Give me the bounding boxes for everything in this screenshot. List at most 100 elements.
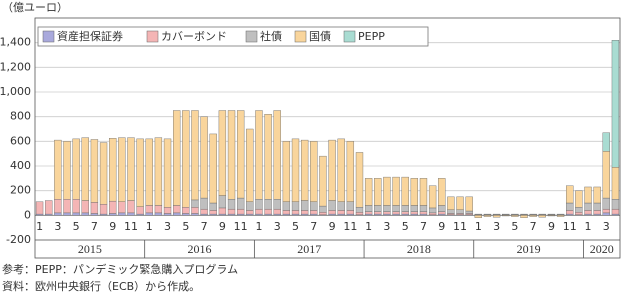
bar-segment xyxy=(63,199,71,214)
bar-segment xyxy=(410,211,419,215)
bar-segment xyxy=(374,205,382,212)
bar-segment xyxy=(593,186,601,204)
bar-segment xyxy=(310,210,318,215)
bar-segment xyxy=(410,178,419,206)
bar-segment xyxy=(456,209,464,214)
year-label: 2018 xyxy=(407,242,431,256)
bar-segment xyxy=(127,137,135,201)
y-tick-label: 1,200 xyxy=(0,60,31,73)
bar-segment xyxy=(593,210,601,215)
x-tick-label: 5 xyxy=(511,220,518,233)
year-label: 2016 xyxy=(188,242,212,256)
bar-segment xyxy=(483,213,492,215)
bar-segment xyxy=(300,139,309,201)
bar-segment xyxy=(118,201,126,214)
bar-segment xyxy=(236,208,245,215)
y-tick-label: 400 xyxy=(10,159,31,172)
year-label: 2019 xyxy=(517,242,541,256)
bar-segment xyxy=(72,199,80,214)
x-tick-label: 9 xyxy=(329,220,336,233)
y-tick-label: 1,400 xyxy=(0,36,31,49)
bar-segment xyxy=(611,40,620,168)
legend-swatch xyxy=(294,30,307,43)
bar-segment xyxy=(511,215,519,217)
bar-segment xyxy=(273,199,281,210)
bar-segment xyxy=(246,210,254,215)
bar-segment xyxy=(90,202,99,214)
bar-segment xyxy=(346,141,355,202)
bar-segment xyxy=(419,178,428,206)
bar-segment xyxy=(593,202,601,211)
bar-segment xyxy=(191,213,199,216)
bar-segment xyxy=(465,210,473,214)
bar-segment xyxy=(218,195,227,209)
legend-label: 資産担保証券 xyxy=(57,29,123,43)
bar-segment xyxy=(474,215,482,218)
bar-segment xyxy=(127,212,135,216)
bar-segment xyxy=(328,139,336,201)
bar-segment xyxy=(99,204,108,215)
bar-segment xyxy=(310,141,318,202)
bar-segment xyxy=(337,201,345,211)
bar-segment xyxy=(273,208,281,215)
bar-segment xyxy=(291,201,300,211)
bar-segment xyxy=(255,199,263,210)
bar-segment xyxy=(90,139,99,203)
bar-segment xyxy=(401,211,409,215)
bar-segment xyxy=(282,141,291,202)
bar-segment xyxy=(264,199,272,210)
bar-segment xyxy=(127,200,135,214)
x-tick-label: 5 xyxy=(292,220,299,233)
bar-segment xyxy=(255,208,263,215)
bar-segment xyxy=(611,199,620,210)
bar-segment xyxy=(264,113,272,200)
x-tick-label: 7 xyxy=(310,220,317,233)
x-tick-label: 5 xyxy=(73,220,80,233)
bar-segment xyxy=(355,212,364,215)
bar-segment xyxy=(547,215,556,217)
x-tick-label: 3 xyxy=(164,220,171,233)
bar-segment xyxy=(474,213,482,215)
bar-segment xyxy=(163,207,172,214)
bar-segment xyxy=(438,205,446,212)
bar-segment xyxy=(456,196,464,210)
bar-segment xyxy=(428,207,437,214)
x-tick-label: 9 xyxy=(548,220,555,233)
legend-label: カバーボンド xyxy=(161,30,227,43)
bar-segment xyxy=(54,212,62,216)
bar-segment xyxy=(465,196,473,212)
bar-segment xyxy=(483,215,492,217)
bar-segment xyxy=(364,211,373,215)
bar-segment xyxy=(337,138,345,202)
y-tick-label: 0 xyxy=(24,208,31,221)
bar-segment xyxy=(392,176,400,206)
bar-segment xyxy=(209,133,217,204)
legend-label: 社債 xyxy=(260,29,282,43)
bar-segment xyxy=(374,211,382,215)
y-tick-label: 800 xyxy=(10,110,31,123)
x-tick-label: 9 xyxy=(109,220,116,233)
note: 参考：PEPP：パンデミック緊急購入プログラム xyxy=(2,262,238,276)
x-tick-label: 3 xyxy=(54,220,61,233)
bar-segment xyxy=(218,110,227,196)
x-tick-label: 5 xyxy=(182,220,189,233)
x-tick-label: 11 xyxy=(124,220,138,233)
x-tick-label: 1 xyxy=(475,220,482,233)
bar-segment xyxy=(428,185,437,209)
year-label: 2017 xyxy=(297,242,321,256)
x-tick-label: 7 xyxy=(530,220,537,233)
x-tick-label: 11 xyxy=(563,220,577,233)
bar-segment xyxy=(300,200,309,211)
x-tick-label: 1 xyxy=(36,220,43,233)
bar-segment xyxy=(209,202,217,211)
bar-segment xyxy=(575,190,583,208)
x-tick-label: 5 xyxy=(402,220,409,233)
bar-segment xyxy=(410,205,419,212)
bar-segment xyxy=(163,138,172,208)
bar-segment xyxy=(611,208,620,215)
note: 資料：欧州中央銀行（ECB）から作成。 xyxy=(2,279,200,293)
x-tick-label: 9 xyxy=(438,220,445,233)
unit-label: （億ユーロ） xyxy=(2,1,68,14)
x-tick-label: 11 xyxy=(343,220,357,233)
